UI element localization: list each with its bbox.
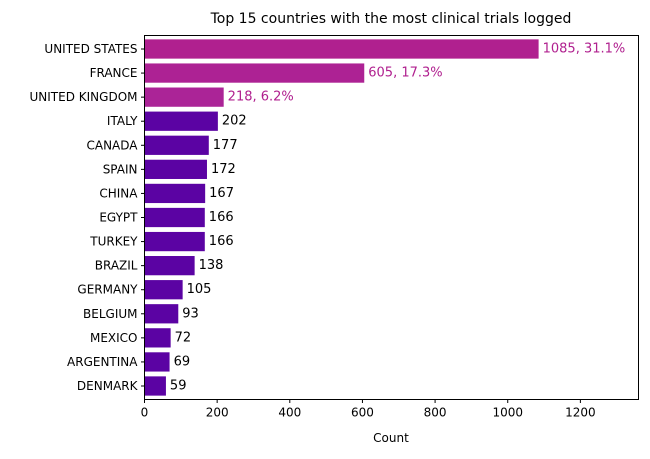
y-tick-label: GERMANY	[77, 283, 138, 297]
bar-value-label: 218, 6.2%	[228, 90, 294, 105]
bars-group	[144, 39, 539, 396]
x-tick-label: 800	[424, 406, 447, 420]
x-tick-label: 400	[278, 406, 301, 420]
y-tick-label: UNITED STATES	[44, 42, 137, 56]
y-tick-label: TURKEY	[89, 235, 138, 249]
value-labels-group: 1085, 31.1% 605, 17.3% 218, 6.2% 202 177 172 1…	[170, 42, 625, 394]
x-axis-label: Count	[373, 431, 409, 445]
bar-value-label: 202	[222, 114, 247, 129]
bar-value-label: 138	[199, 258, 224, 273]
bar-value-label: 172	[211, 162, 236, 177]
bar	[144, 135, 209, 155]
bar	[144, 183, 206, 204]
bar	[144, 207, 205, 228]
bar	[144, 111, 218, 131]
x-tick-label: 0	[141, 406, 149, 420]
y-tick-label: CANADA	[86, 138, 138, 152]
bar-value-label: 605, 17.3%	[368, 66, 442, 81]
y-tick-label: SPAIN	[103, 162, 138, 176]
bar-value-label: 167	[209, 186, 234, 201]
bar	[144, 376, 166, 396]
bar	[144, 280, 183, 300]
bar	[144, 256, 195, 276]
bar-value-label: 105	[187, 282, 212, 297]
bar-value-label: 1085, 31.1%	[543, 42, 626, 57]
x-axis: 0 200 400 600 800 1000 1200	[141, 399, 596, 420]
x-tick-label: 600	[351, 406, 374, 420]
y-tick-label: ARGENTINA	[67, 355, 138, 369]
bar	[144, 304, 179, 324]
y-tick-label: UNITED KINGDOM	[30, 90, 138, 104]
bar-value-label: 177	[213, 138, 238, 153]
bar-value-label: 166	[209, 234, 234, 249]
bar	[144, 39, 539, 59]
bar-value-label: 166	[209, 210, 234, 225]
y-tick-label: CHINA	[99, 186, 138, 200]
y-axis: UNITED STATES FRANCE UNITED KINGDOM ITALY CA…	[30, 42, 145, 393]
y-tick-label: DENMARK	[77, 379, 139, 393]
bar	[144, 63, 365, 83]
bar	[144, 352, 170, 372]
bar-value-label: 69	[174, 354, 191, 369]
plot-frame	[144, 35, 639, 400]
x-tick-label: 1000	[492, 406, 523, 420]
y-tick-label: BRAZIL	[95, 259, 138, 273]
bar-value-label: 72	[175, 330, 192, 345]
bar	[144, 328, 171, 348]
bar-value-label: 59	[170, 379, 187, 394]
x-tick-label: 200	[206, 406, 229, 420]
y-tick-label: FRANCE	[90, 66, 138, 80]
bar	[144, 159, 207, 179]
chart-title: Top 15 countries with the most clinical …	[210, 11, 572, 27]
y-tick-label: ITALY	[107, 114, 138, 128]
bar	[144, 231, 205, 252]
bar	[144, 87, 224, 107]
y-tick-label: MEXICO	[90, 331, 138, 345]
x-tick-label: 1200	[565, 406, 596, 420]
y-tick-label: BELGIUM	[83, 307, 137, 321]
bar-value-label: 93	[182, 306, 199, 321]
y-tick-label: EGYPT	[99, 211, 138, 225]
